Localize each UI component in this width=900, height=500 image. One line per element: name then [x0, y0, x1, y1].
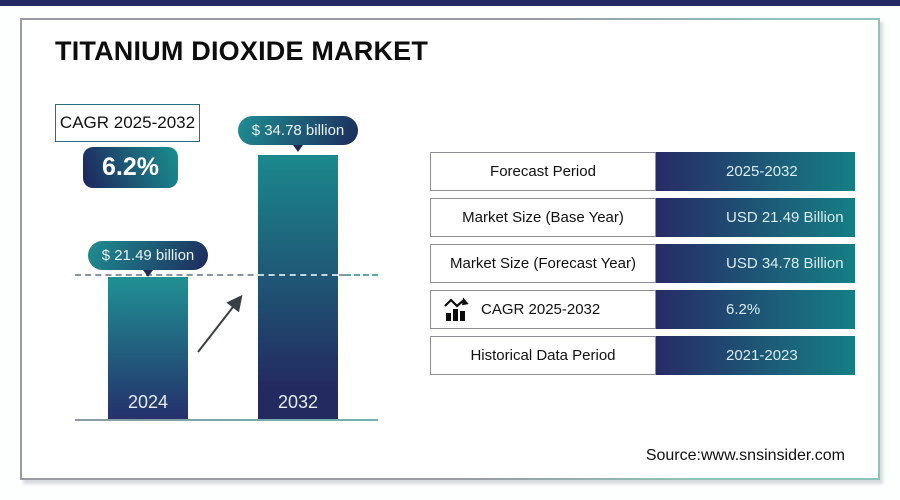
reference-dashed-line-teal-end [345, 274, 378, 276]
bar-2024: 2024 [108, 277, 188, 420]
row-label: Forecast Period [430, 152, 656, 191]
reference-dashed-line-over-bar [258, 274, 338, 276]
table-row: Historical Data Period 2021-2023 [430, 336, 855, 375]
reference-dashed-line [75, 274, 345, 276]
table-row: Market Size (Base Year) USD 21.49 Billio… [430, 198, 855, 237]
cagr-period-box: CAGR 2025-2032 [55, 104, 200, 142]
bar-2032-year-label: 2032 [277, 392, 319, 412]
x-axis-baseline [75, 419, 378, 421]
row-value: 6.2% [656, 290, 855, 329]
table-row: Market Size (Forecast Year) USD 34.78 Bi… [430, 244, 855, 283]
trend-chart-icon [444, 296, 469, 321]
bar-2024-year-label: 2024 [127, 392, 169, 412]
top-accent-bar [0, 0, 900, 6]
row-label: Market Size (Forecast Year) [430, 244, 656, 283]
row-value: 2025-2032 [656, 152, 855, 191]
row-value: USD 21.49 Billion [656, 198, 855, 237]
table-row: Forecast Period 2025-2032 [430, 152, 855, 191]
bar-2032: 2032 [258, 155, 338, 420]
bar-2032-value-callout: $ 34.78 billion [238, 116, 358, 145]
page-title: TITANIUM DIOXIDE MARKET [55, 36, 429, 66]
row-label-text: CAGR 2025-2032 [481, 301, 601, 318]
row-label: Market Size (Base Year) [430, 198, 656, 237]
row-value: 2021-2023 [656, 336, 855, 375]
bar-2024-value-callout: $ 21.49 billion [88, 241, 208, 270]
source-attribution: Source:www.snsinsider.com [645, 447, 845, 464]
table-row: CAGR 2025-2032 6.2% [430, 290, 855, 329]
growth-arrow-icon [197, 294, 243, 353]
market-summary-table: Forecast Period 2025-2032 Market Size (B… [430, 152, 855, 375]
row-label: CAGR 2025-2032 [430, 290, 656, 329]
row-label: Historical Data Period [430, 336, 656, 375]
cagr-value-badge: 6.2% [83, 147, 178, 188]
row-value: USD 34.78 Billion [656, 244, 855, 283]
